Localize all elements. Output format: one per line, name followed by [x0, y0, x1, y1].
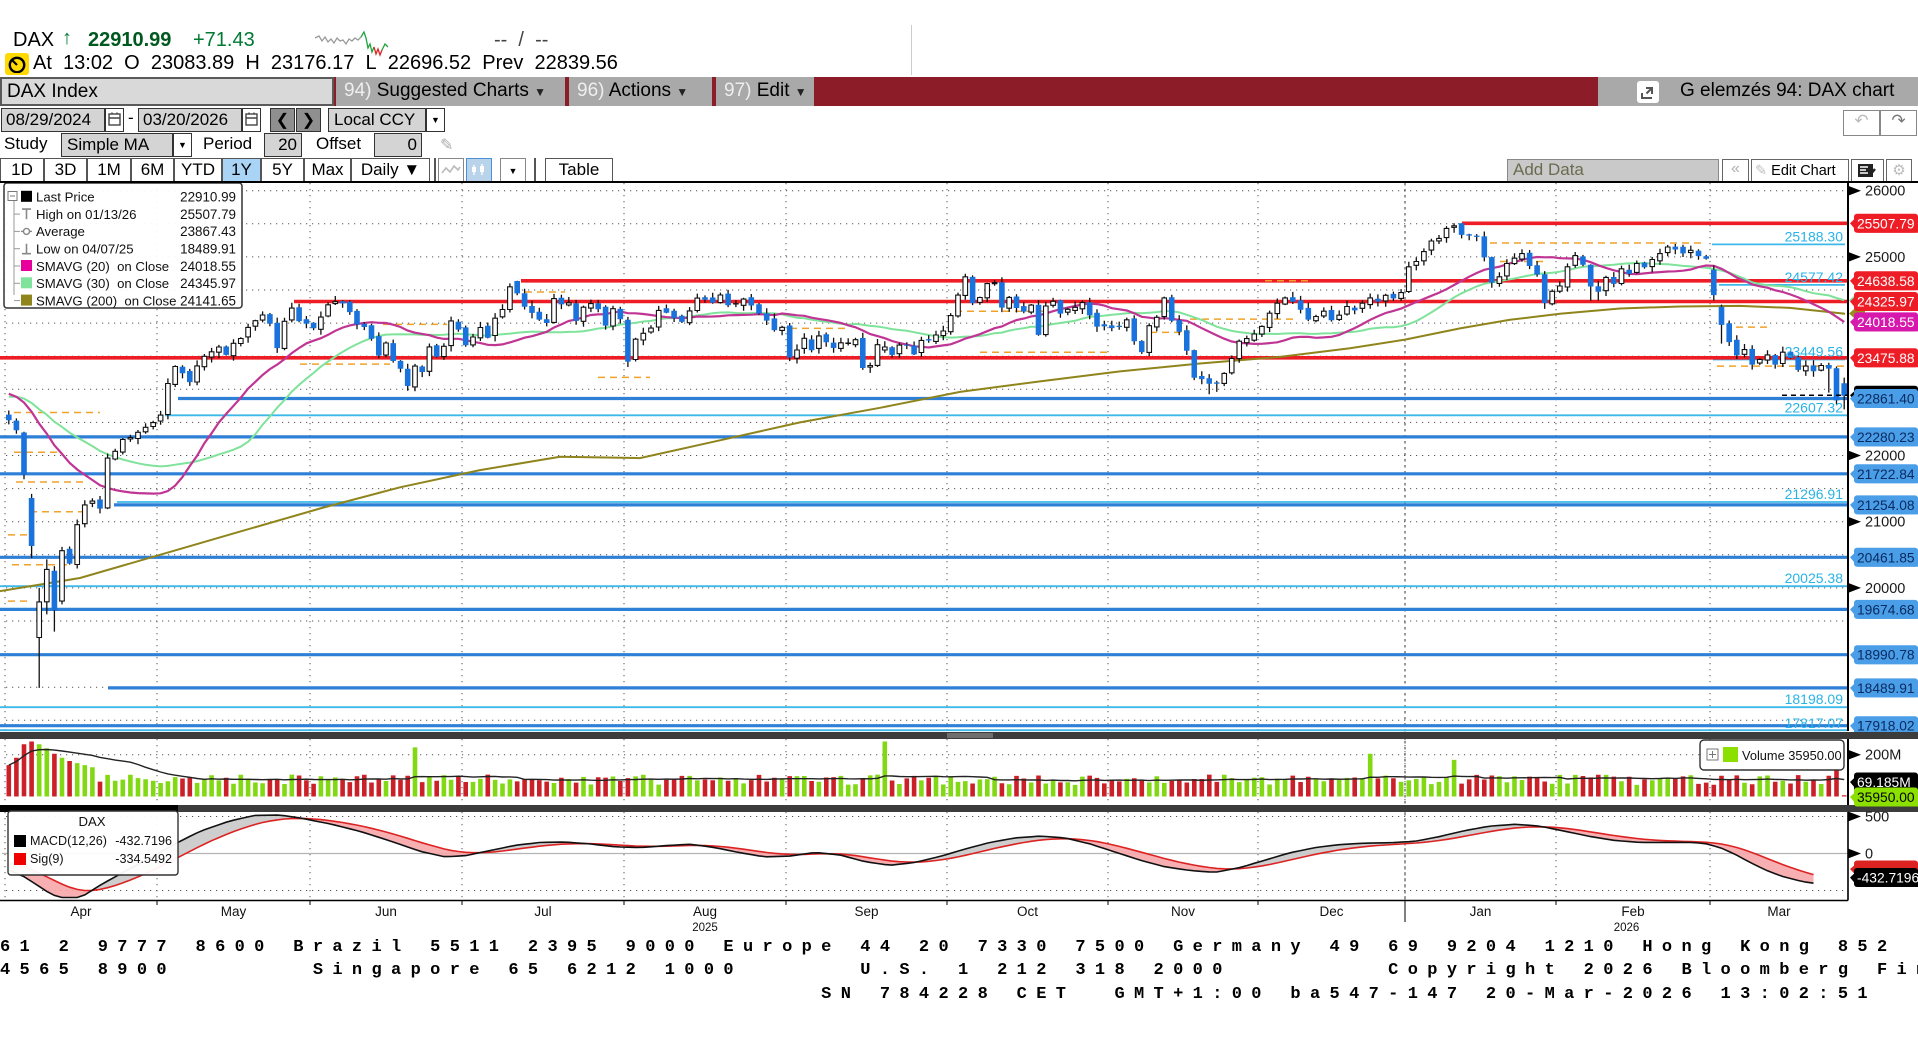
svg-text:21296.91: 21296.91	[1785, 486, 1844, 502]
svg-text:25507.79: 25507.79	[180, 207, 236, 222]
svg-text:Volume 35950.00: Volume 35950.00	[1742, 748, 1842, 763]
svg-text:-432.7196: -432.7196	[1857, 871, 1918, 886]
svg-text:May: May	[221, 904, 247, 919]
svg-text:24345.97: 24345.97	[180, 276, 236, 291]
svg-text:24325.97: 24325.97	[1857, 295, 1915, 310]
svg-text:Jan: Jan	[1470, 904, 1492, 919]
svg-text:35950.00: 35950.00	[1857, 790, 1915, 805]
svg-text:Dec: Dec	[1319, 904, 1343, 919]
svg-text:MACD(12,26): MACD(12,26)	[30, 834, 107, 848]
svg-text:SMAVG (30) on Close: SMAVG (30) on Close	[36, 276, 169, 291]
svg-text:22861.40: 22861.40	[1857, 392, 1915, 407]
svg-text:18489.91: 18489.91	[1857, 681, 1915, 696]
svg-text:0: 0	[1865, 847, 1873, 863]
svg-text:18990.78: 18990.78	[1857, 648, 1915, 663]
svg-text:Apr: Apr	[70, 904, 92, 919]
svg-text:Sig(9): Sig(9)	[30, 852, 64, 866]
svg-text:24638.58: 24638.58	[1857, 274, 1915, 289]
svg-text:500: 500	[1865, 810, 1889, 826]
svg-text:Last Price: Last Price	[36, 190, 95, 205]
svg-text:Jun: Jun	[375, 904, 397, 919]
svg-text:24141.65: 24141.65	[180, 293, 236, 308]
svg-text:High on 01/13/26: High on 01/13/26	[36, 207, 136, 222]
svg-text:24018.55: 24018.55	[1857, 315, 1915, 330]
svg-text:DAX: DAX	[78, 814, 105, 829]
svg-text:23867.43: 23867.43	[180, 224, 236, 239]
svg-text:25507.79: 25507.79	[1857, 216, 1915, 231]
svg-text:-432.7196: -432.7196	[115, 834, 172, 848]
svg-text:25000: 25000	[1865, 250, 1905, 266]
svg-text:21254.08: 21254.08	[1857, 498, 1915, 513]
svg-text:Jul: Jul	[534, 904, 551, 919]
svg-text:26000: 26000	[1865, 184, 1905, 200]
svg-text:Nov: Nov	[1171, 904, 1195, 919]
svg-text:22910.99: 22910.99	[180, 190, 236, 205]
svg-text:Low on 04/07/25: Low on 04/07/25	[36, 242, 134, 257]
svg-text:21000: 21000	[1865, 515, 1905, 531]
svg-text:-334.5492: -334.5492	[115, 852, 172, 866]
svg-text:Feb: Feb	[1621, 904, 1644, 919]
svg-text:SMAVG (20) on Close: SMAVG (20) on Close	[36, 259, 169, 274]
svg-text:SMAVG (200) on Close: SMAVG (200) on Close	[36, 293, 176, 308]
svg-text:69.185M: 69.185M	[1857, 775, 1911, 790]
svg-text:Average: Average	[36, 224, 85, 239]
svg-text:2026: 2026	[1614, 922, 1640, 934]
svg-text:24018.55: 24018.55	[180, 259, 236, 274]
svg-text:Oct: Oct	[1017, 904, 1038, 919]
svg-text:23449.56: 23449.56	[1785, 344, 1844, 360]
svg-text:25188.30: 25188.30	[1785, 228, 1844, 244]
svg-text:2025: 2025	[692, 922, 718, 934]
svg-text:24577.42: 24577.42	[1785, 269, 1844, 285]
svg-text:22280.23: 22280.23	[1857, 430, 1915, 445]
svg-text:20000: 20000	[1865, 581, 1905, 597]
svg-text:23475.88: 23475.88	[1857, 351, 1915, 366]
svg-text:18489.91: 18489.91	[180, 242, 236, 257]
svg-text:22000: 22000	[1865, 449, 1905, 465]
svg-text:22607.32: 22607.32	[1785, 399, 1844, 415]
svg-text:21722.84: 21722.84	[1857, 467, 1915, 482]
svg-text:Aug: Aug	[693, 904, 717, 919]
svg-text:17918.02: 17918.02	[1857, 719, 1915, 734]
svg-text:18198.09: 18198.09	[1785, 691, 1844, 707]
svg-text:19674.68: 19674.68	[1857, 602, 1915, 617]
svg-text:Sep: Sep	[854, 904, 878, 919]
svg-text:20461.85: 20461.85	[1857, 550, 1915, 565]
svg-text:Mar: Mar	[1767, 904, 1791, 919]
svg-text:17817.07: 17817.07	[1785, 715, 1844, 731]
svg-text:200M: 200M	[1865, 748, 1901, 764]
svg-text:20025.38: 20025.38	[1785, 570, 1844, 586]
